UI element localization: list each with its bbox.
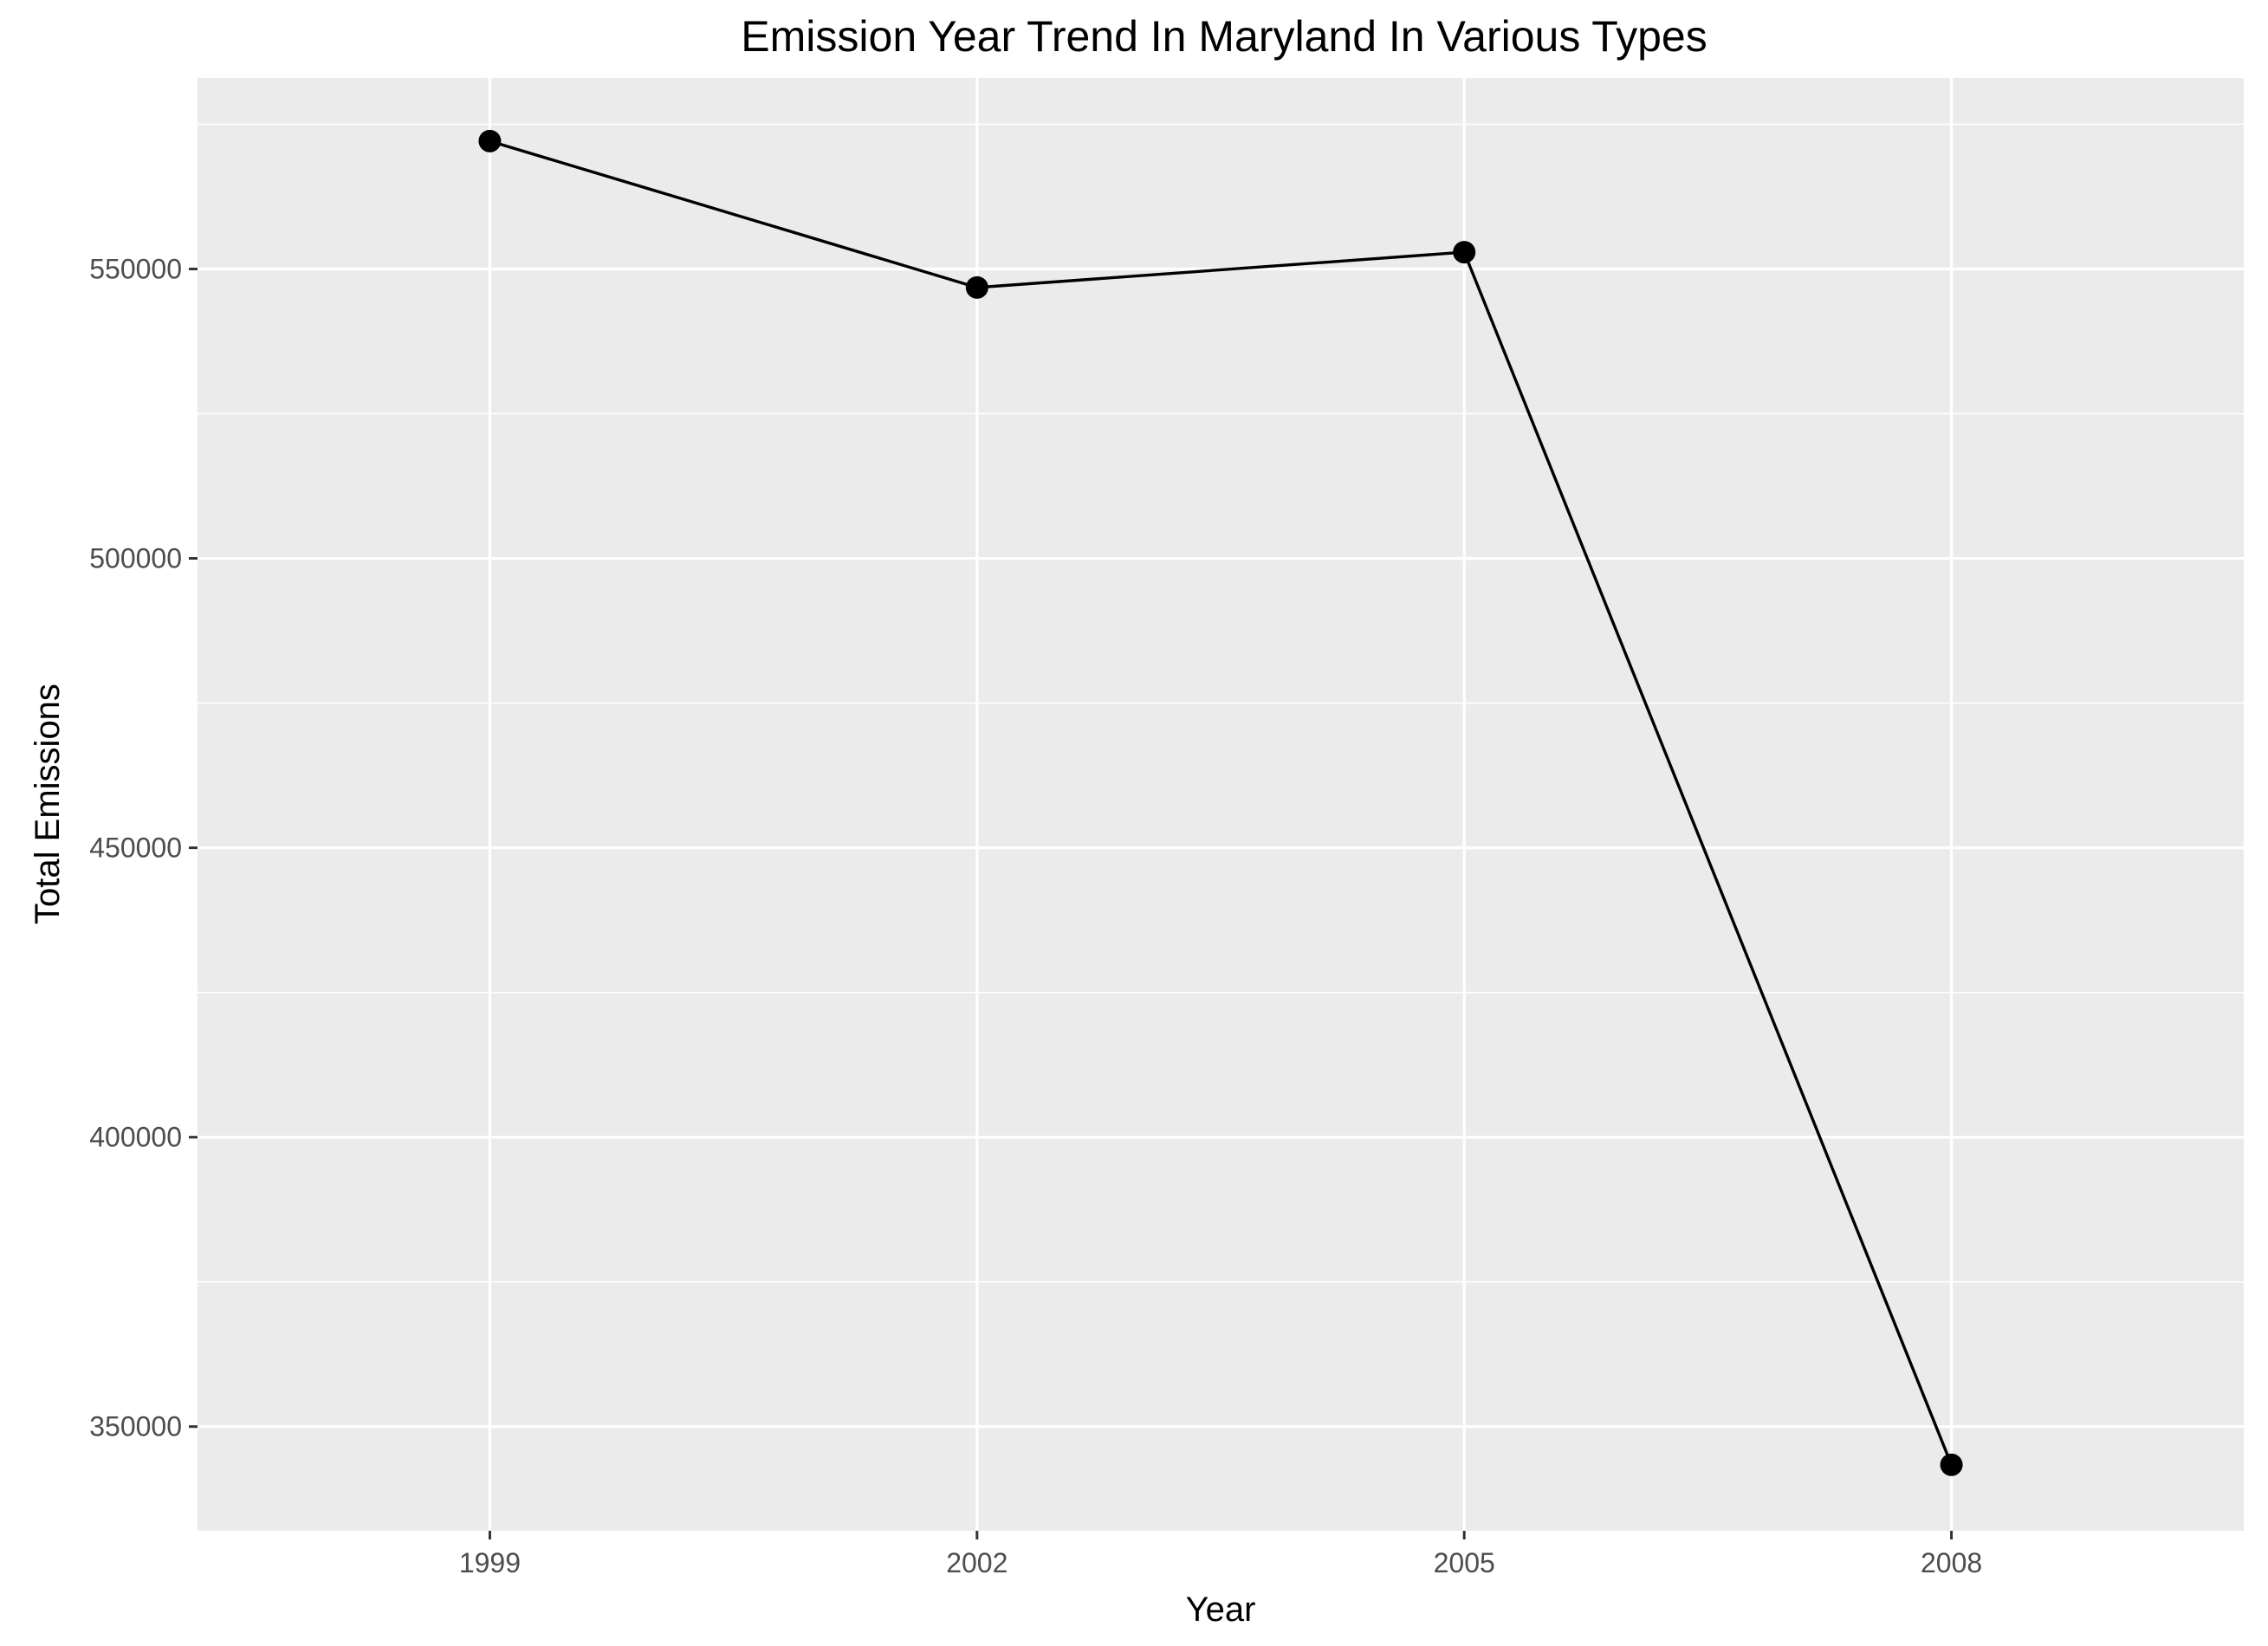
x-tick-label: 1999 xyxy=(459,1547,521,1578)
y-tick-label: 500000 xyxy=(89,543,182,574)
data-point xyxy=(965,275,988,299)
y-tick-label: 400000 xyxy=(89,1122,182,1153)
series-line xyxy=(489,139,1954,1466)
y-tick-label: 450000 xyxy=(89,833,182,864)
data-point xyxy=(1940,1453,1963,1476)
data-point xyxy=(1453,241,1476,264)
minor-gridlines xyxy=(198,123,2244,1283)
y-axis: 350000 400000 450000 500000 550000 xyxy=(89,253,198,1442)
plot-panel xyxy=(198,78,2244,1531)
x-tick-label: 2002 xyxy=(946,1547,1008,1578)
data-point xyxy=(478,129,502,152)
y-axis-title: Total Emissions xyxy=(29,684,67,924)
series-layer xyxy=(478,129,1963,1476)
x-axis: 1999 2002 2005 2008 xyxy=(459,1531,1982,1578)
x-tick-label: 2005 xyxy=(1434,1547,1495,1578)
y-tick-label: 550000 xyxy=(89,253,182,284)
chart-title: Emission Year Trend In Maryland In Vario… xyxy=(741,12,1707,61)
x-axis-title: Year xyxy=(1186,1591,1256,1629)
x-tick-label: 2008 xyxy=(1921,1547,1982,1578)
major-gridlines xyxy=(198,78,2244,1531)
y-tick-label: 350000 xyxy=(89,1411,182,1442)
